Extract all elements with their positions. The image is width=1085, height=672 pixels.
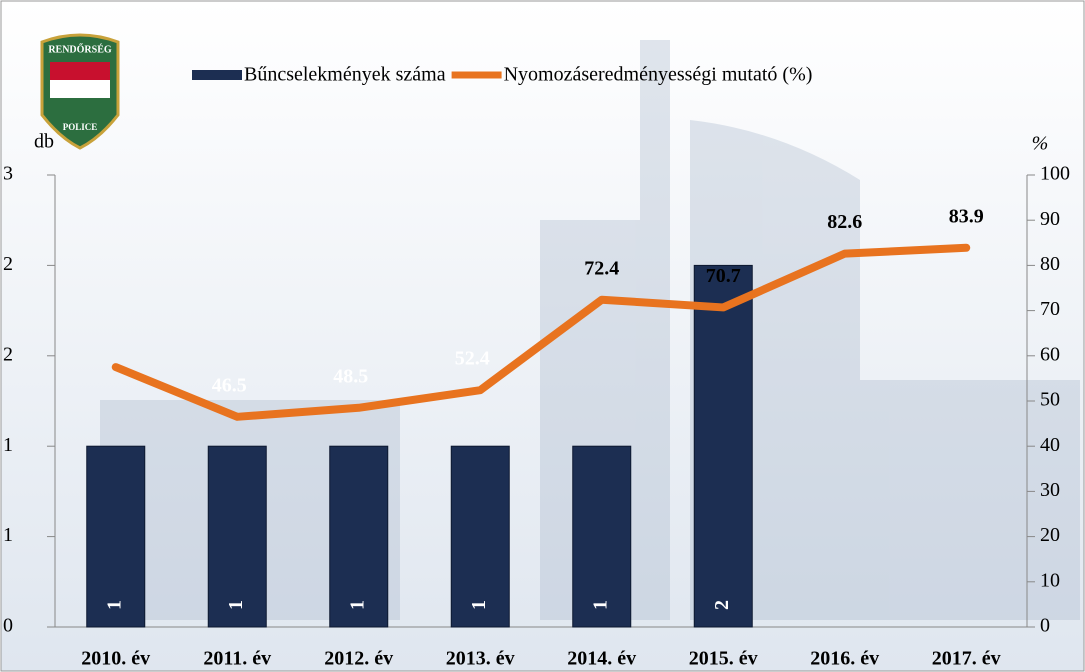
y2-tick-label: 20 [1040, 524, 1060, 546]
y2-tick-label: 60 [1040, 343, 1060, 365]
bar [87, 446, 145, 627]
y2-tick-label: 40 [1040, 434, 1060, 456]
bar [573, 446, 631, 627]
bar [451, 446, 509, 627]
bar-value-label: 1 [346, 600, 368, 610]
x-tick-label: 2010. év [81, 648, 150, 670]
y2-tick-label: 10 [1040, 569, 1060, 591]
bar-value-label: 1 [103, 600, 125, 610]
bar-value-label: 2 [711, 600, 733, 610]
y2-tick-label: 100 [1040, 163, 1070, 185]
x-tick-label: 2016. év [810, 648, 879, 670]
y-tick-label: 2 [3, 343, 13, 365]
y2-tick-label: 30 [1040, 479, 1060, 501]
chart: RENDŐRSÉG POLICE db%01122301020304050607… [0, 0, 1085, 672]
y-tick-label: 3 [3, 163, 13, 185]
logo-bottom: POLICE [63, 122, 98, 132]
y2-tick-label: 90 [1040, 208, 1060, 230]
y2-tick-label: 50 [1040, 389, 1060, 411]
x-tick-label: 2017. év [932, 648, 1001, 670]
y-tick-label: 1 [3, 434, 13, 456]
x-tick-label: 2013. év [446, 648, 515, 670]
x-tick-label: 2015. év [689, 648, 758, 670]
bar-value-label: 1 [589, 600, 611, 610]
line-value-label: 48.5 [333, 365, 368, 387]
line-value-label: 72.4 [584, 257, 619, 279]
legend-swatch [192, 70, 242, 80]
bar [330, 446, 388, 627]
line-value-label: 82.6 [827, 211, 862, 233]
logo-top: RENDŐRSÉG [48, 43, 112, 55]
line-value-label: 52.4 [455, 348, 490, 370]
legend-label: Bűncselekmények száma [244, 64, 446, 86]
y2-tick-label: 70 [1040, 298, 1060, 320]
bar-value-label: 1 [225, 600, 247, 610]
y2-tick-label: 80 [1040, 253, 1060, 275]
x-tick-label: 2014. év [567, 648, 636, 670]
bar [694, 265, 752, 627]
y2-axis-label: % [1032, 133, 1049, 155]
line-value-label: 46.5 [212, 374, 247, 396]
y-tick-label: 2 [3, 253, 13, 275]
line-value-label: 70.7 [706, 265, 741, 287]
y-axis-label: db [34, 131, 54, 153]
x-tick-label: 2012. év [324, 648, 393, 670]
y2-tick-label: 0 [1040, 615, 1050, 637]
legend-label: Nyomozáseredményességi mutató (%) [504, 64, 813, 86]
y-tick-label: 0 [3, 615, 13, 637]
x-tick-label: 2011. év [203, 648, 271, 670]
bar [208, 446, 266, 627]
bar-value-label: 1 [468, 600, 490, 610]
line-value-label: 83.9 [949, 205, 984, 227]
y-tick-label: 1 [3, 524, 13, 546]
